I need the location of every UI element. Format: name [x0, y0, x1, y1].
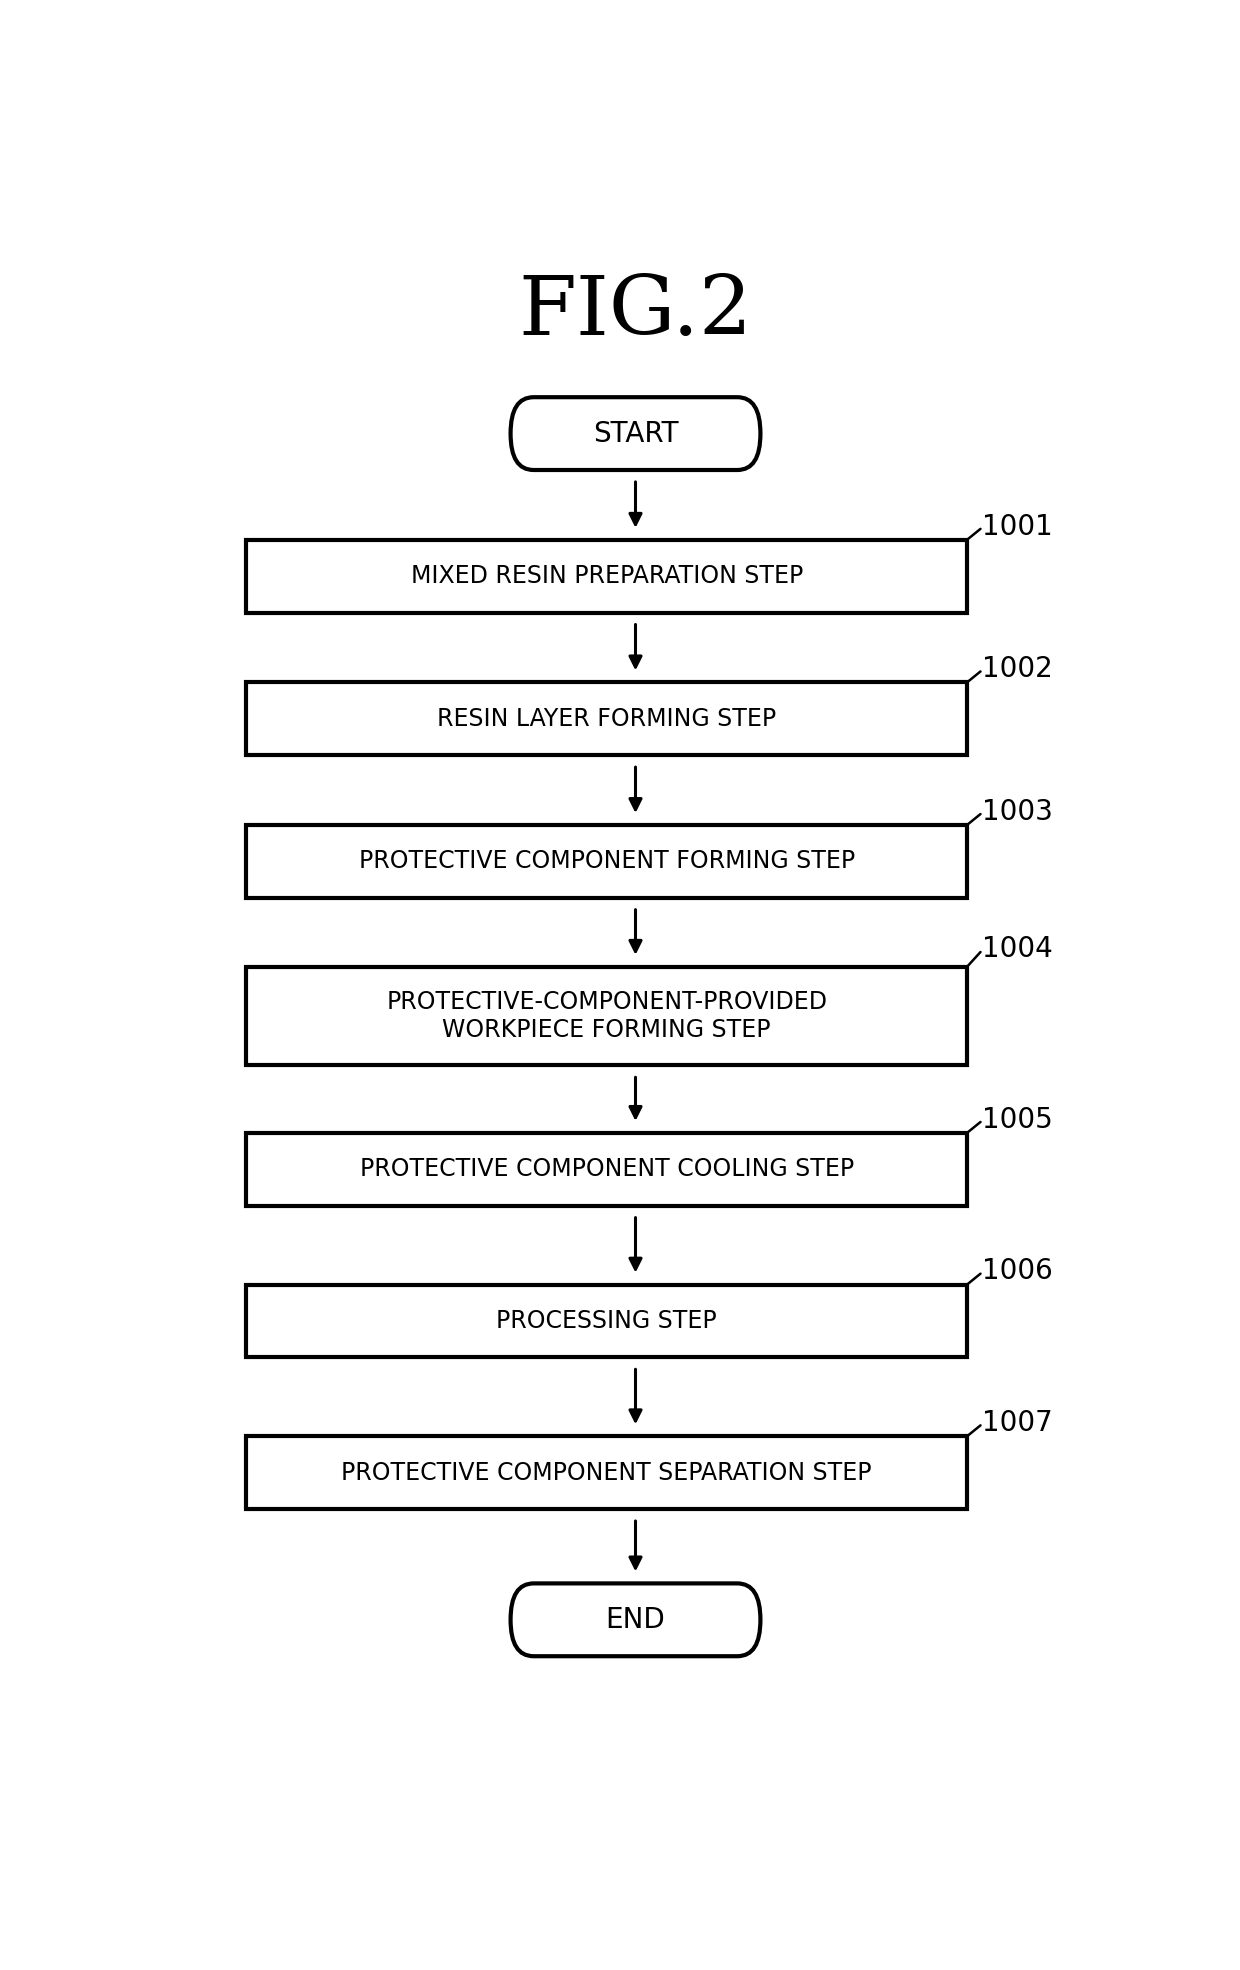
Text: RESIN LAYER FORMING STEP: RESIN LAYER FORMING STEP — [438, 707, 776, 731]
Text: 1007: 1007 — [982, 1409, 1053, 1438]
FancyBboxPatch shape — [247, 540, 967, 613]
Text: 1001: 1001 — [982, 512, 1053, 540]
Text: 1006: 1006 — [982, 1257, 1053, 1286]
FancyBboxPatch shape — [511, 398, 760, 471]
Text: MIXED RESIN PREPARATION STEP: MIXED RESIN PREPARATION STEP — [410, 563, 802, 589]
FancyBboxPatch shape — [247, 1284, 967, 1357]
Text: PROTECTIVE COMPONENT FORMING STEP: PROTECTIVE COMPONENT FORMING STEP — [358, 849, 854, 873]
Text: PROTECTIVE COMPONENT COOLING STEP: PROTECTIVE COMPONENT COOLING STEP — [360, 1156, 853, 1182]
FancyBboxPatch shape — [247, 1133, 967, 1206]
Text: 1005: 1005 — [982, 1105, 1053, 1135]
FancyBboxPatch shape — [511, 1584, 760, 1657]
FancyBboxPatch shape — [247, 1436, 967, 1509]
Text: 1004: 1004 — [982, 936, 1053, 963]
Text: PROTECTIVE-COMPONENT-PROVIDED
WORKPIECE FORMING STEP: PROTECTIVE-COMPONENT-PROVIDED WORKPIECE … — [386, 991, 827, 1042]
FancyBboxPatch shape — [247, 825, 967, 898]
Text: 1002: 1002 — [982, 656, 1053, 684]
Text: FIG.2: FIG.2 — [518, 272, 753, 353]
FancyBboxPatch shape — [247, 682, 967, 755]
Text: START: START — [593, 420, 678, 447]
FancyBboxPatch shape — [247, 967, 967, 1066]
Text: 1003: 1003 — [982, 798, 1053, 825]
Text: PROTECTIVE COMPONENT SEPARATION STEP: PROTECTIVE COMPONENT SEPARATION STEP — [341, 1460, 872, 1485]
Text: END: END — [605, 1606, 666, 1633]
Text: PROCESSING STEP: PROCESSING STEP — [496, 1308, 717, 1334]
